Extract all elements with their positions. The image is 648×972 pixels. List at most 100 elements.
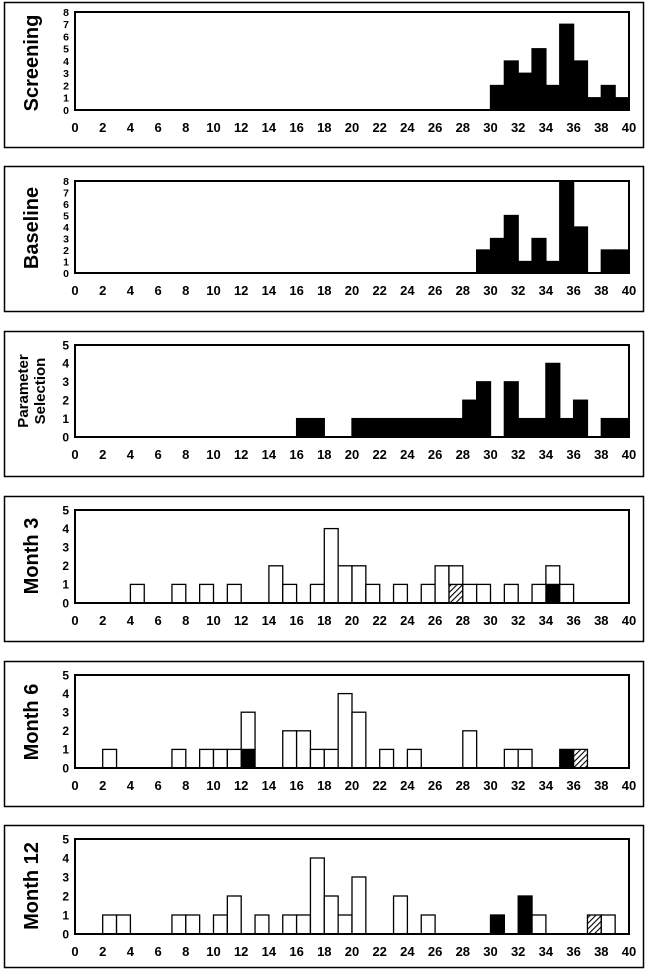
x-tick-label: 14 (262, 944, 277, 959)
bar-open (531, 914, 547, 935)
bar-solid (559, 417, 575, 438)
y-tick-label: 3 (63, 233, 69, 245)
x-tick-label: 14 (262, 447, 277, 462)
x-tick-label: 28 (456, 283, 470, 298)
x-tick-label: 6 (154, 613, 161, 628)
y-tick-label: 1 (63, 256, 69, 268)
x-tick-label: 24 (400, 447, 415, 462)
x-tick-label: 40 (622, 447, 636, 462)
bar-solid (559, 23, 575, 111)
x-tick-label: 16 (289, 283, 303, 298)
x-tick-label: 2 (99, 283, 106, 298)
bar-solid (489, 914, 506, 935)
x-tick-label: 12 (234, 944, 248, 959)
x-tick-label: 12 (234, 778, 248, 793)
x-tick-label: 22 (372, 120, 386, 135)
plot-area (74, 180, 630, 274)
x-tick-label: 2 (99, 613, 106, 628)
x-tick-label: 18 (317, 944, 331, 959)
bar-open (337, 565, 353, 604)
x-tick-label: 22 (372, 613, 386, 628)
bar-solid (489, 237, 506, 274)
x-tick-label: 28 (456, 778, 470, 793)
x-tick-label: 30 (483, 778, 497, 793)
x-tick-label: 4 (127, 778, 135, 793)
bar-open (185, 914, 201, 935)
y-tick-label: 5 (62, 668, 69, 682)
x-tick-label: 36 (566, 283, 580, 298)
x-tick-label: 22 (372, 778, 386, 793)
bar-open (323, 895, 339, 935)
bar-open (517, 748, 533, 769)
y-tick-label: 2 (63, 80, 69, 92)
bar-open (198, 583, 215, 604)
y-tick-label: 3 (63, 68, 69, 80)
x-tick-label: 0 (71, 120, 78, 135)
plot-area (74, 509, 630, 604)
y-tick-label: 0 (62, 596, 69, 610)
bar-solid (614, 417, 630, 438)
panel-frame (3, 330, 645, 478)
x-tick-label: 2 (99, 447, 106, 462)
bar-solid (503, 214, 519, 274)
bar-solid (365, 417, 381, 438)
bar-open (337, 914, 353, 935)
x-tick-label: 34 (539, 447, 554, 462)
bar-solid (379, 417, 395, 438)
x-tick-label: 14 (262, 283, 277, 298)
x-tick-label: 0 (71, 778, 78, 793)
x-tick-label: 2 (99, 944, 106, 959)
bar-solid (600, 249, 616, 274)
x-tick-label: 14 (262, 613, 277, 628)
x-tick-label: 26 (428, 613, 442, 628)
x-tick-label: 20 (345, 944, 359, 959)
x-tick-label: 32 (511, 778, 525, 793)
bar-solid (489, 84, 506, 111)
bar-open (600, 914, 616, 935)
y-tick-label: 2 (62, 394, 69, 408)
y-tick-label: 0 (63, 268, 69, 280)
bar-solid (572, 226, 589, 274)
x-tick-label: 34 (539, 613, 554, 628)
bar-solid (295, 417, 312, 438)
x-tick-label: 0 (71, 283, 78, 298)
x-tick-label: 16 (289, 778, 303, 793)
bar-open (309, 857, 325, 935)
x-tick-label: 0 (71, 447, 78, 462)
x-tick-label: 10 (206, 283, 220, 298)
x-tick-label: 22 (372, 283, 386, 298)
y-tick-label: 0 (62, 430, 69, 444)
x-tick-label: 26 (428, 447, 442, 462)
bar-hatched (586, 914, 602, 935)
x-tick-label: 2 (99, 120, 106, 135)
bar-solid (545, 583, 561, 604)
bar-solid (517, 417, 533, 438)
bar-open (282, 583, 298, 604)
x-tick-label: 4 (127, 120, 135, 135)
bar-solid (392, 417, 409, 438)
y-tick-label: 7 (63, 19, 69, 31)
x-tick-label: 22 (372, 447, 386, 462)
x-tick-label: 8 (182, 283, 189, 298)
panel-label: Baseline (21, 187, 43, 269)
bar-open (171, 583, 187, 604)
bar-solid (240, 748, 256, 769)
bar-solid (600, 417, 616, 438)
x-tick-label: 6 (154, 944, 161, 959)
x-tick-label: 30 (483, 120, 497, 135)
bar-solid (531, 417, 547, 438)
bar-solid (531, 48, 547, 111)
bar-solid (420, 417, 436, 438)
x-tick-label: 36 (566, 778, 580, 793)
bar-solid (614, 97, 630, 111)
plot-area (74, 11, 630, 111)
x-tick-label: 18 (317, 283, 331, 298)
bar-open (226, 895, 242, 935)
x-tick-label: 24 (400, 120, 415, 135)
x-tick-label: 4 (127, 944, 135, 959)
bar-open (268, 565, 284, 604)
x-tick-label: 30 (483, 283, 497, 298)
